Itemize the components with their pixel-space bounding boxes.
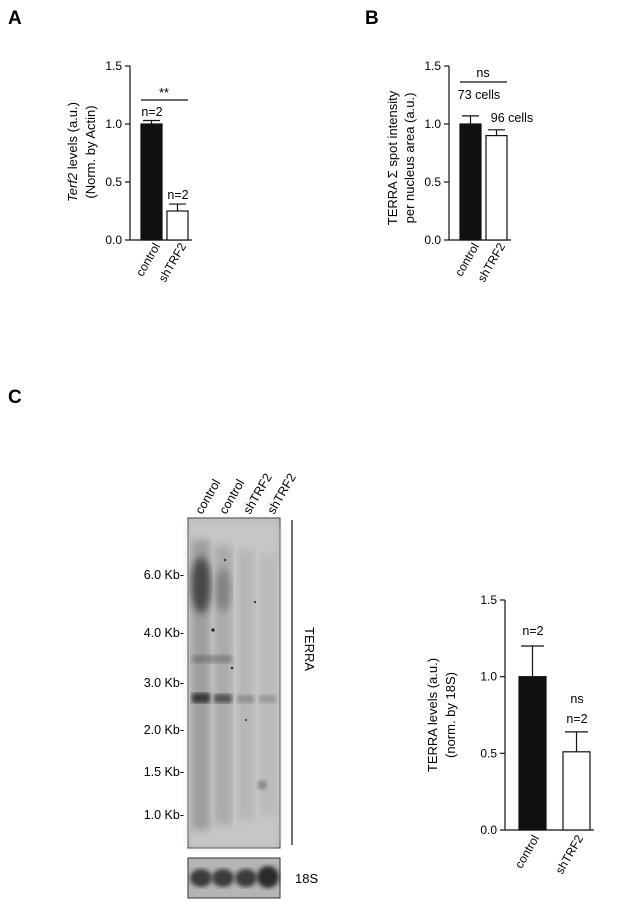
chart-c-ytick-label: 0.5: [480, 746, 497, 760]
panel-letter-b: B: [365, 8, 379, 29]
chart-b-bars: [459, 115, 508, 241]
panel-letter-c: C: [8, 387, 22, 408]
chart-c-bar-label-control: n=2: [522, 624, 543, 638]
chart-b-ytick-label: 0.5: [424, 175, 441, 189]
chart-a-bar-label-shtrf2: n=2: [167, 188, 188, 202]
blot-membrane-18s: [187, 857, 281, 899]
blot-marker-3kb: 3.0 Kb-: [144, 676, 184, 690]
blot-marker-1kb: 1.0 Kb-: [144, 808, 184, 822]
chart-b-bar-shtrf2: [485, 135, 508, 241]
chart-c-xtick-control: control: [512, 833, 542, 871]
chart-c-ylabel-line1: TERRA levels (a.u.): [425, 658, 440, 772]
chart-b-y-axis: 0.0 0.5 1.0 1.5: [424, 59, 511, 247]
blot-marker-4kb: 4.0 Kb-: [144, 626, 184, 640]
northern-blot: control control shTRF2 shTRF2: [144, 471, 318, 899]
chart-a-ytick-label: 1.5: [105, 59, 122, 73]
chart-a-bar-shtrf2: [166, 210, 189, 241]
chart-b-ytick-label: 1.0: [424, 117, 441, 131]
chart-a: Terf2 levels (a.u.) (Norm. by Actin) 0.0…: [65, 59, 192, 284]
chart-c-ytick-label: 1.5: [480, 593, 497, 607]
chart-a-ylabel: Terf2 levels (a.u.): [65, 102, 80, 202]
chart-c-ylabel-line2: (norm. by 18S): [443, 672, 458, 758]
chart-b-bar-label-control: 73 cells: [458, 88, 500, 102]
chart-c: TERRA levels (a.u.) (norm. by 18S) 0.00.…: [425, 593, 594, 876]
chart-a-ylabel-line2: (Norm. by Actin): [83, 105, 98, 198]
blot-marker-6kb: 6.0 Kb-: [144, 568, 184, 582]
chart-c-ytick-label: 1.0: [480, 670, 497, 684]
blot-loading-label: 18S: [295, 871, 318, 886]
chart-b-bar-control: [459, 123, 482, 241]
blot-marker-1-5kb: 1.5 Kb-: [144, 765, 184, 779]
blot-marker-2kb: 2.0 Kb-: [144, 723, 184, 737]
chart-b-significance: ns: [476, 66, 489, 80]
chart-a-bar-control: [140, 123, 163, 241]
chart-b-bar-label-shtrf2: 96 cells: [491, 111, 533, 125]
blot-membrane-terra: [187, 517, 281, 849]
chart-a-ytick-label: 1.0: [105, 117, 122, 131]
chart-a-ylabel-italic: Terf2: [65, 172, 80, 202]
blot-probe-label: TERRA: [302, 627, 317, 671]
chart-a-significance: **: [159, 86, 169, 100]
chart-b-ylabel-line2: per nucleus area (a.u.): [402, 93, 417, 224]
chart-c-bars: [518, 645, 591, 831]
chart-c-bar-shtrf2: [562, 751, 591, 831]
chart-c-ytick-label: 0.0: [480, 823, 497, 837]
chart-b-ylabel-line1: TERRA Σ spot intensity: [385, 90, 400, 225]
chart-a-bar-label-control: n=2: [141, 105, 162, 119]
chart-a-ylabel-rest: levels (a.u.): [65, 102, 80, 173]
chart-c-bar-label-shtrf2: n=2: [566, 712, 587, 726]
chart-b: TERRA Σ spot intensity per nucleus area …: [385, 59, 533, 284]
chart-a-bars: [140, 119, 189, 241]
chart-b-ytick-label: 1.5: [424, 59, 441, 73]
chart-a-ytick-label: 0.0: [105, 233, 122, 247]
chart-a-y-axis: 0.0 0.5 1.0 1.5: [105, 59, 192, 247]
chart-c-xtick-shtrf2: shTRF2: [553, 832, 587, 876]
chart-c-bar-label-ns: ns: [570, 692, 583, 706]
chart-a-ytick-label: 0.5: [105, 175, 122, 189]
chart-c-bar-control: [518, 676, 547, 831]
chart-b-ytick-label: 0.0: [424, 233, 441, 247]
chart-c-y-axis: 0.0 0.5 1.0 1.5: [480, 593, 594, 837]
panel-letter-a: A: [8, 8, 22, 29]
